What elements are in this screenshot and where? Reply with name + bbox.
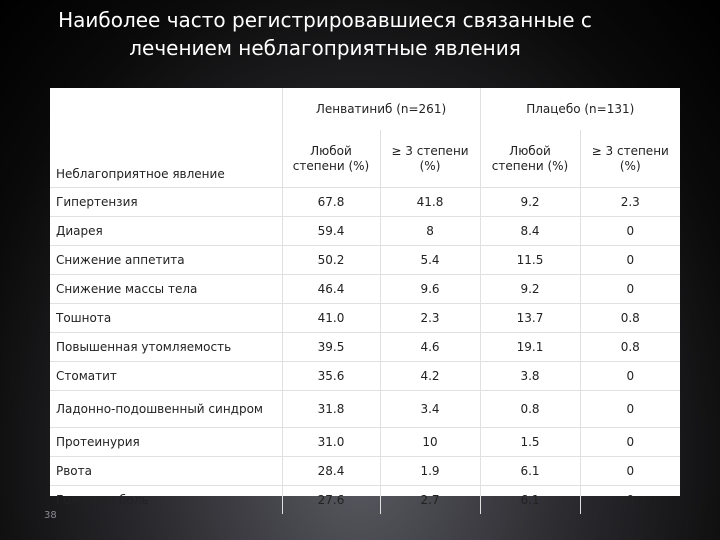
- row-label: Повышенная утомляемость: [50, 332, 282, 362]
- cell-value: 6.1: [479, 485, 581, 514]
- cell-value: 67.8: [281, 187, 380, 217]
- cell-value: 41.8: [379, 187, 481, 217]
- table-body: Гипертензия 67.8 41.8 9.2 2.3 Диарея 59.…: [50, 187, 681, 514]
- table-row: Снижение массы тела 46.4 9.6 9.2 0: [50, 274, 681, 304]
- cell-value: 9.2: [479, 274, 581, 304]
- row-label: Ладонно-подошвенный синдром: [50, 390, 282, 428]
- table-row: Повышенная утомляемость 39.5 4.6 19.1 0.…: [50, 332, 681, 362]
- row-label: Диарея: [50, 216, 282, 246]
- row-label: Гипертензия: [50, 187, 282, 217]
- cell-value: 3.4: [379, 390, 481, 428]
- cell-value: 5.4: [379, 245, 481, 275]
- table-row: Снижение аппетита 50.2 5.4 11.5 0: [50, 245, 681, 275]
- cell-value: 3.8: [479, 361, 581, 391]
- page-number: 38: [44, 510, 57, 521]
- cell-value: 0: [579, 274, 681, 304]
- cell-value: 0: [579, 427, 681, 457]
- cell-value: 0.8: [579, 332, 681, 362]
- row-label: Головная боль: [50, 485, 282, 514]
- row-label: Стоматит: [50, 361, 282, 391]
- cell-value: 0.8: [579, 303, 681, 333]
- cell-value: 27.6: [281, 485, 380, 514]
- table-row: Ладонно-подошвенный синдром 31.8 3.4 0.8…: [50, 390, 681, 428]
- row-label: Снижение массы тела: [50, 274, 282, 304]
- cell-value: 0: [579, 216, 681, 246]
- table-row: Гипертензия 67.8 41.8 9.2 2.3: [50, 187, 681, 217]
- table-row: Диарея 59.4 8 8.4 0: [50, 216, 681, 246]
- cell-value: 9.2: [479, 187, 581, 217]
- cell-value: 0: [579, 390, 681, 428]
- row-label: Снижение аппетита: [50, 245, 282, 275]
- cell-value: 41.0: [281, 303, 380, 333]
- cell-value: 8: [379, 216, 481, 246]
- cell-value: 10: [379, 427, 481, 457]
- adverse-events-table: Ленватиниб (n=261) Плацебо (n=131) Небла…: [50, 88, 681, 514]
- table-row: Головная боль 27.6 2.7 6.1 0: [50, 485, 681, 514]
- placebo-group-header: Плацебо (n=131): [479, 88, 681, 130]
- cell-value: 9.6: [379, 274, 481, 304]
- cell-value: 39.5: [281, 332, 380, 362]
- group-header-row: Ленватиниб (n=261) Плацебо (n=131): [50, 88, 681, 130]
- placebo-grade3-header: ≥ 3 степени (%): [579, 130, 681, 188]
- row-label: Тошнота: [50, 303, 282, 333]
- cell-value: 6.1: [479, 456, 581, 486]
- lenvatinib-grade3-header: ≥ 3 степени (%): [379, 130, 481, 188]
- cell-value: 4.2: [379, 361, 481, 391]
- cell-value: 2.3: [579, 187, 681, 217]
- sub-header-row: Неблагоприятное явление Любой степени (%…: [50, 130, 681, 188]
- cell-value: 8.4: [479, 216, 581, 246]
- cell-value: 1.5: [479, 427, 581, 457]
- cell-value: 0: [579, 245, 681, 275]
- cell-value: 2.3: [379, 303, 481, 333]
- table-row: Рвота 28.4 1.9 6.1 0: [50, 456, 681, 486]
- row-label: Рвота: [50, 456, 282, 486]
- slide-title: Наиболее часто регистрировавшиеся связан…: [58, 8, 592, 60]
- row-label: Протеинурия: [50, 427, 282, 457]
- cell-value: 2.7: [379, 485, 481, 514]
- cell-value: 0: [579, 361, 681, 391]
- cell-value: 13.7: [479, 303, 581, 333]
- cell-value: 0.8: [479, 390, 581, 428]
- table-row: Тошнота 41.0 2.3 13.7 0.8: [50, 303, 681, 333]
- placebo-any-grade-header: Любой степени (%): [479, 130, 581, 188]
- adverse-event-header: Неблагоприятное явление: [56, 167, 225, 181]
- table-row: Стоматит 35.6 4.2 3.8 0: [50, 361, 681, 391]
- cell-value: 50.2: [281, 245, 380, 275]
- cell-value: 35.6: [281, 361, 380, 391]
- cell-value: 11.5: [479, 245, 581, 275]
- cell-value: 19.1: [479, 332, 581, 362]
- cell-value: 0: [579, 456, 681, 486]
- lenvatinib-group-header: Ленватиниб (n=261): [281, 88, 481, 130]
- cell-value: 31.8: [281, 390, 380, 428]
- empty-header-cell: [50, 88, 282, 130]
- cell-value: 1.9: [379, 456, 481, 486]
- lenvatinib-any-grade-header: Любой степени (%): [281, 130, 380, 188]
- cell-value: 31.0: [281, 427, 380, 457]
- cell-value: 4.6: [379, 332, 481, 362]
- cell-value: 46.4: [281, 274, 380, 304]
- table-row: Протеинурия 31.0 10 1.5 0: [50, 427, 681, 457]
- cell-value: 59.4: [281, 216, 380, 246]
- cell-value: 0: [579, 485, 681, 514]
- cell-value: 28.4: [281, 456, 380, 486]
